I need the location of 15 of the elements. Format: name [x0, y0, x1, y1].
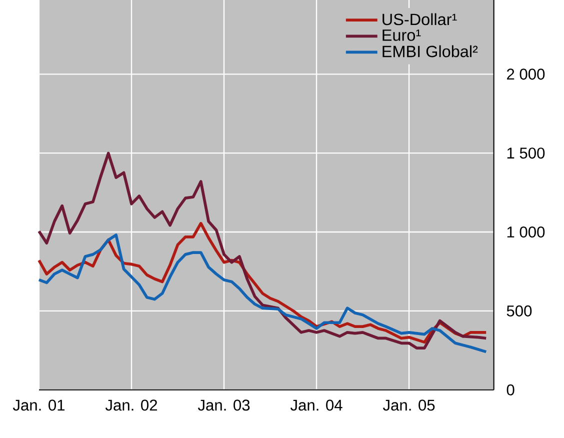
legend-label: Euro¹	[382, 30, 421, 41]
y-tick-label: 500	[506, 305, 532, 316]
x-tick-label: Jan. 02	[105, 400, 157, 411]
line-series	[38, 152, 488, 350]
y-tick-label: 1 500	[507, 148, 545, 159]
x-tick-label: Jan. 03	[198, 400, 250, 411]
x-tick-label: Jan. 05	[382, 400, 435, 411]
y-tick-label: 1 000	[507, 226, 545, 238]
y-tick-label: 0	[506, 384, 514, 396]
line-series	[38, 234, 488, 354]
x-tick-label: Jan. 04	[290, 400, 342, 411]
legend-label: US-Dollar¹	[382, 13, 457, 26]
legend-label: EMBI Global²	[382, 45, 478, 58]
y-tick-label: 2 000	[506, 68, 545, 80]
x-tick-label: Jan. 01	[12, 400, 65, 411]
